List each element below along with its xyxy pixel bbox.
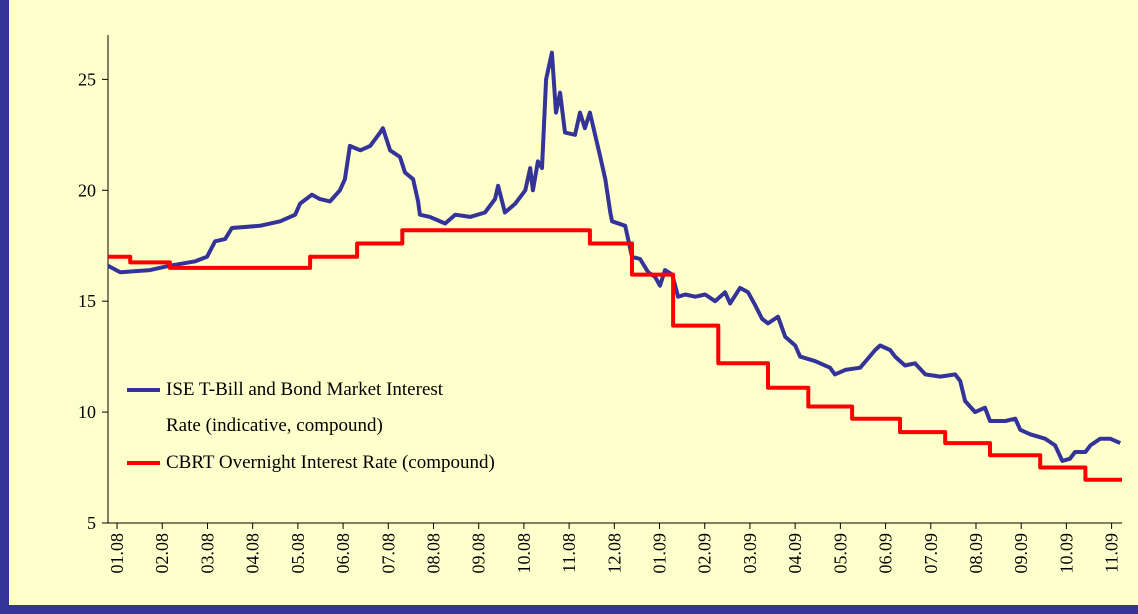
y-tick-label: 20 [78, 180, 96, 200]
x-tick-label: 01.08 [107, 533, 127, 574]
y-tick-label: 10 [78, 402, 96, 422]
x-tick-label: 10.08 [514, 533, 534, 574]
series-line [107, 50, 1122, 463]
x-tick-label: 10.09 [1056, 533, 1076, 574]
x-tick-label: 12.08 [604, 533, 624, 574]
x-tick-label: 04.08 [243, 533, 263, 574]
legend-label: CBRT Overnight Interest Rate (compound) [166, 452, 495, 473]
x-tick-label: 08.08 [423, 533, 443, 574]
x-tick-label: 02.09 [695, 533, 715, 574]
x-tick-label: 03.08 [197, 533, 217, 574]
x-tick-label: 03.09 [740, 533, 760, 574]
x-tick-label: 07.09 [921, 533, 941, 574]
x-tick-label: 08.09 [966, 533, 986, 574]
y-tick-label: 25 [78, 69, 96, 89]
x-tick-label: 05.08 [288, 533, 308, 574]
x-tick-label: 04.09 [785, 533, 805, 574]
x-tick-label: 11.08 [559, 533, 579, 573]
x-tick-label: 06.09 [876, 533, 896, 574]
x-tick-label: 06.08 [333, 533, 353, 574]
y-tick-label: 5 [87, 513, 96, 533]
y-tick-label: 15 [78, 291, 96, 311]
legend-label: ISE T-Bill and Bond Market Interest Rate… [166, 379, 444, 436]
x-tick-label: 02.08 [152, 533, 172, 574]
series-line [108, 228, 1122, 482]
x-tick-label: 09.09 [1011, 533, 1031, 574]
x-tick-label: 01.09 [650, 533, 670, 574]
x-tick-label: 07.08 [378, 533, 398, 574]
x-tick-label: 05.09 [830, 533, 850, 574]
x-tick-label: 11.09 [1102, 533, 1122, 573]
x-tick-label: 09.08 [469, 533, 489, 574]
